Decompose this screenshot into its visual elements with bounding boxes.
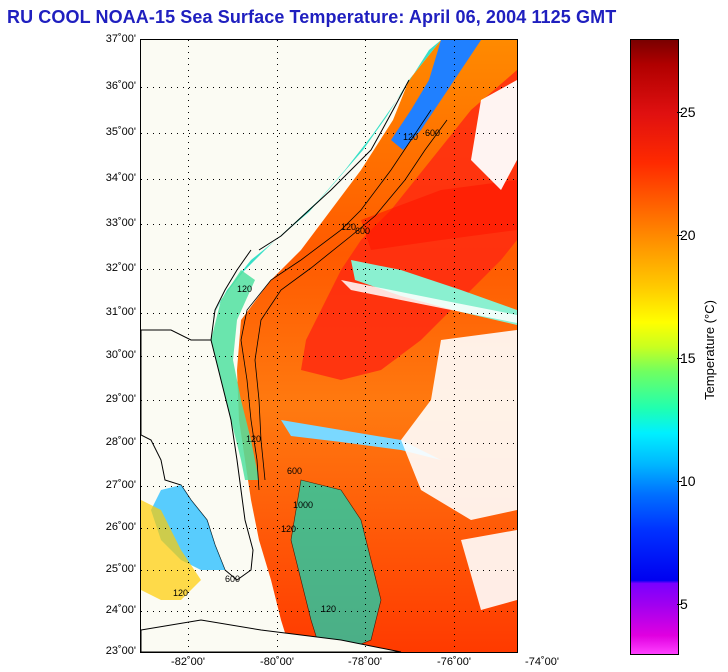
lat-label: 27˚00' <box>105 479 136 491</box>
warm-core <box>361 180 517 250</box>
lat-label: 36˚00' <box>105 80 136 92</box>
lat-label: 30˚00' <box>105 349 136 361</box>
isobath-label: 120 <box>341 222 356 232</box>
colorbar-tick-label: 15 <box>680 350 696 366</box>
cuba-land <box>141 619 402 652</box>
lon-label: -80˚00' <box>260 656 294 668</box>
lat-label: 23˚00' <box>105 645 136 657</box>
colorbar-label: Temperature (°C) <box>702 300 717 400</box>
lat-label: 34˚00' <box>105 172 136 184</box>
cloud-streak <box>341 280 517 323</box>
isobath-label: 1000 <box>293 500 313 510</box>
shelf-water <box>211 40 441 320</box>
isobath-label: 120 <box>321 604 336 614</box>
sst-map-graphic: 120 600 120 600 120 120 600 1000 120 600… <box>141 40 517 652</box>
colorbar-tick-label: 5 <box>680 596 688 612</box>
lat-label: 28˚00' <box>105 436 136 448</box>
isobath-label: 120 <box>403 132 418 142</box>
colorbar-tick <box>677 481 682 482</box>
cold-plume <box>391 40 481 150</box>
isobath-label: 600 <box>425 128 440 138</box>
isobath-label: 600 <box>287 466 302 476</box>
coastline <box>210 249 252 341</box>
lon-label: -82˚00' <box>171 656 205 668</box>
lat-label: 35˚00' <box>105 126 136 138</box>
colorbar-tick <box>677 112 682 113</box>
isobath-label: 120 <box>281 524 296 534</box>
cloud-mask-east <box>471 80 517 190</box>
lat-label: 25˚00' <box>105 563 136 575</box>
isobath-label: 120 <box>246 434 261 444</box>
coastline-north <box>258 79 410 251</box>
graticule <box>141 40 517 652</box>
gulf-coast-water <box>141 500 201 600</box>
lat-label: 33˚00' <box>105 217 136 229</box>
lat-label: 24˚00' <box>105 604 136 616</box>
isobath-600 <box>254 119 448 481</box>
isobath-label: 600 <box>355 226 370 236</box>
cloud-mask-mid <box>401 330 517 520</box>
colorbar-tick-label: 20 <box>680 227 696 243</box>
isobath-label: 120 <box>237 284 252 294</box>
sst-map: 120 600 120 600 120 120 600 1000 120 600… <box>140 39 518 653</box>
lat-label: 31˚00' <box>105 306 136 318</box>
lon-label: -74˚00' <box>525 656 559 668</box>
lat-label: 37˚00' <box>105 33 136 45</box>
lon-label: -76˚00' <box>437 656 471 668</box>
colorbar-tick-label: 10 <box>680 473 696 489</box>
map-title: RU COOL NOAA-15 Sea Surface Temperature:… <box>7 7 617 27</box>
colorbar-tick <box>677 235 682 236</box>
colorbar-tick-label: 25 <box>680 104 696 120</box>
lat-label: 29˚00' <box>105 393 136 405</box>
lon-label: -78˚00' <box>348 656 382 668</box>
colorbar-tick <box>677 358 682 359</box>
isobath-120 <box>240 109 432 491</box>
isobath-label: 120 <box>173 588 188 598</box>
isobath-label: 600 <box>225 574 240 584</box>
cold-band <box>281 420 441 460</box>
lat-label: 26˚00' <box>105 521 136 533</box>
florida-bay-water <box>151 485 225 570</box>
lat-label: 32˚00' <box>105 262 136 274</box>
colorbar-tick <box>677 604 682 605</box>
shelf-water-south <box>211 270 259 480</box>
temperature-colorbar <box>630 39 679 655</box>
